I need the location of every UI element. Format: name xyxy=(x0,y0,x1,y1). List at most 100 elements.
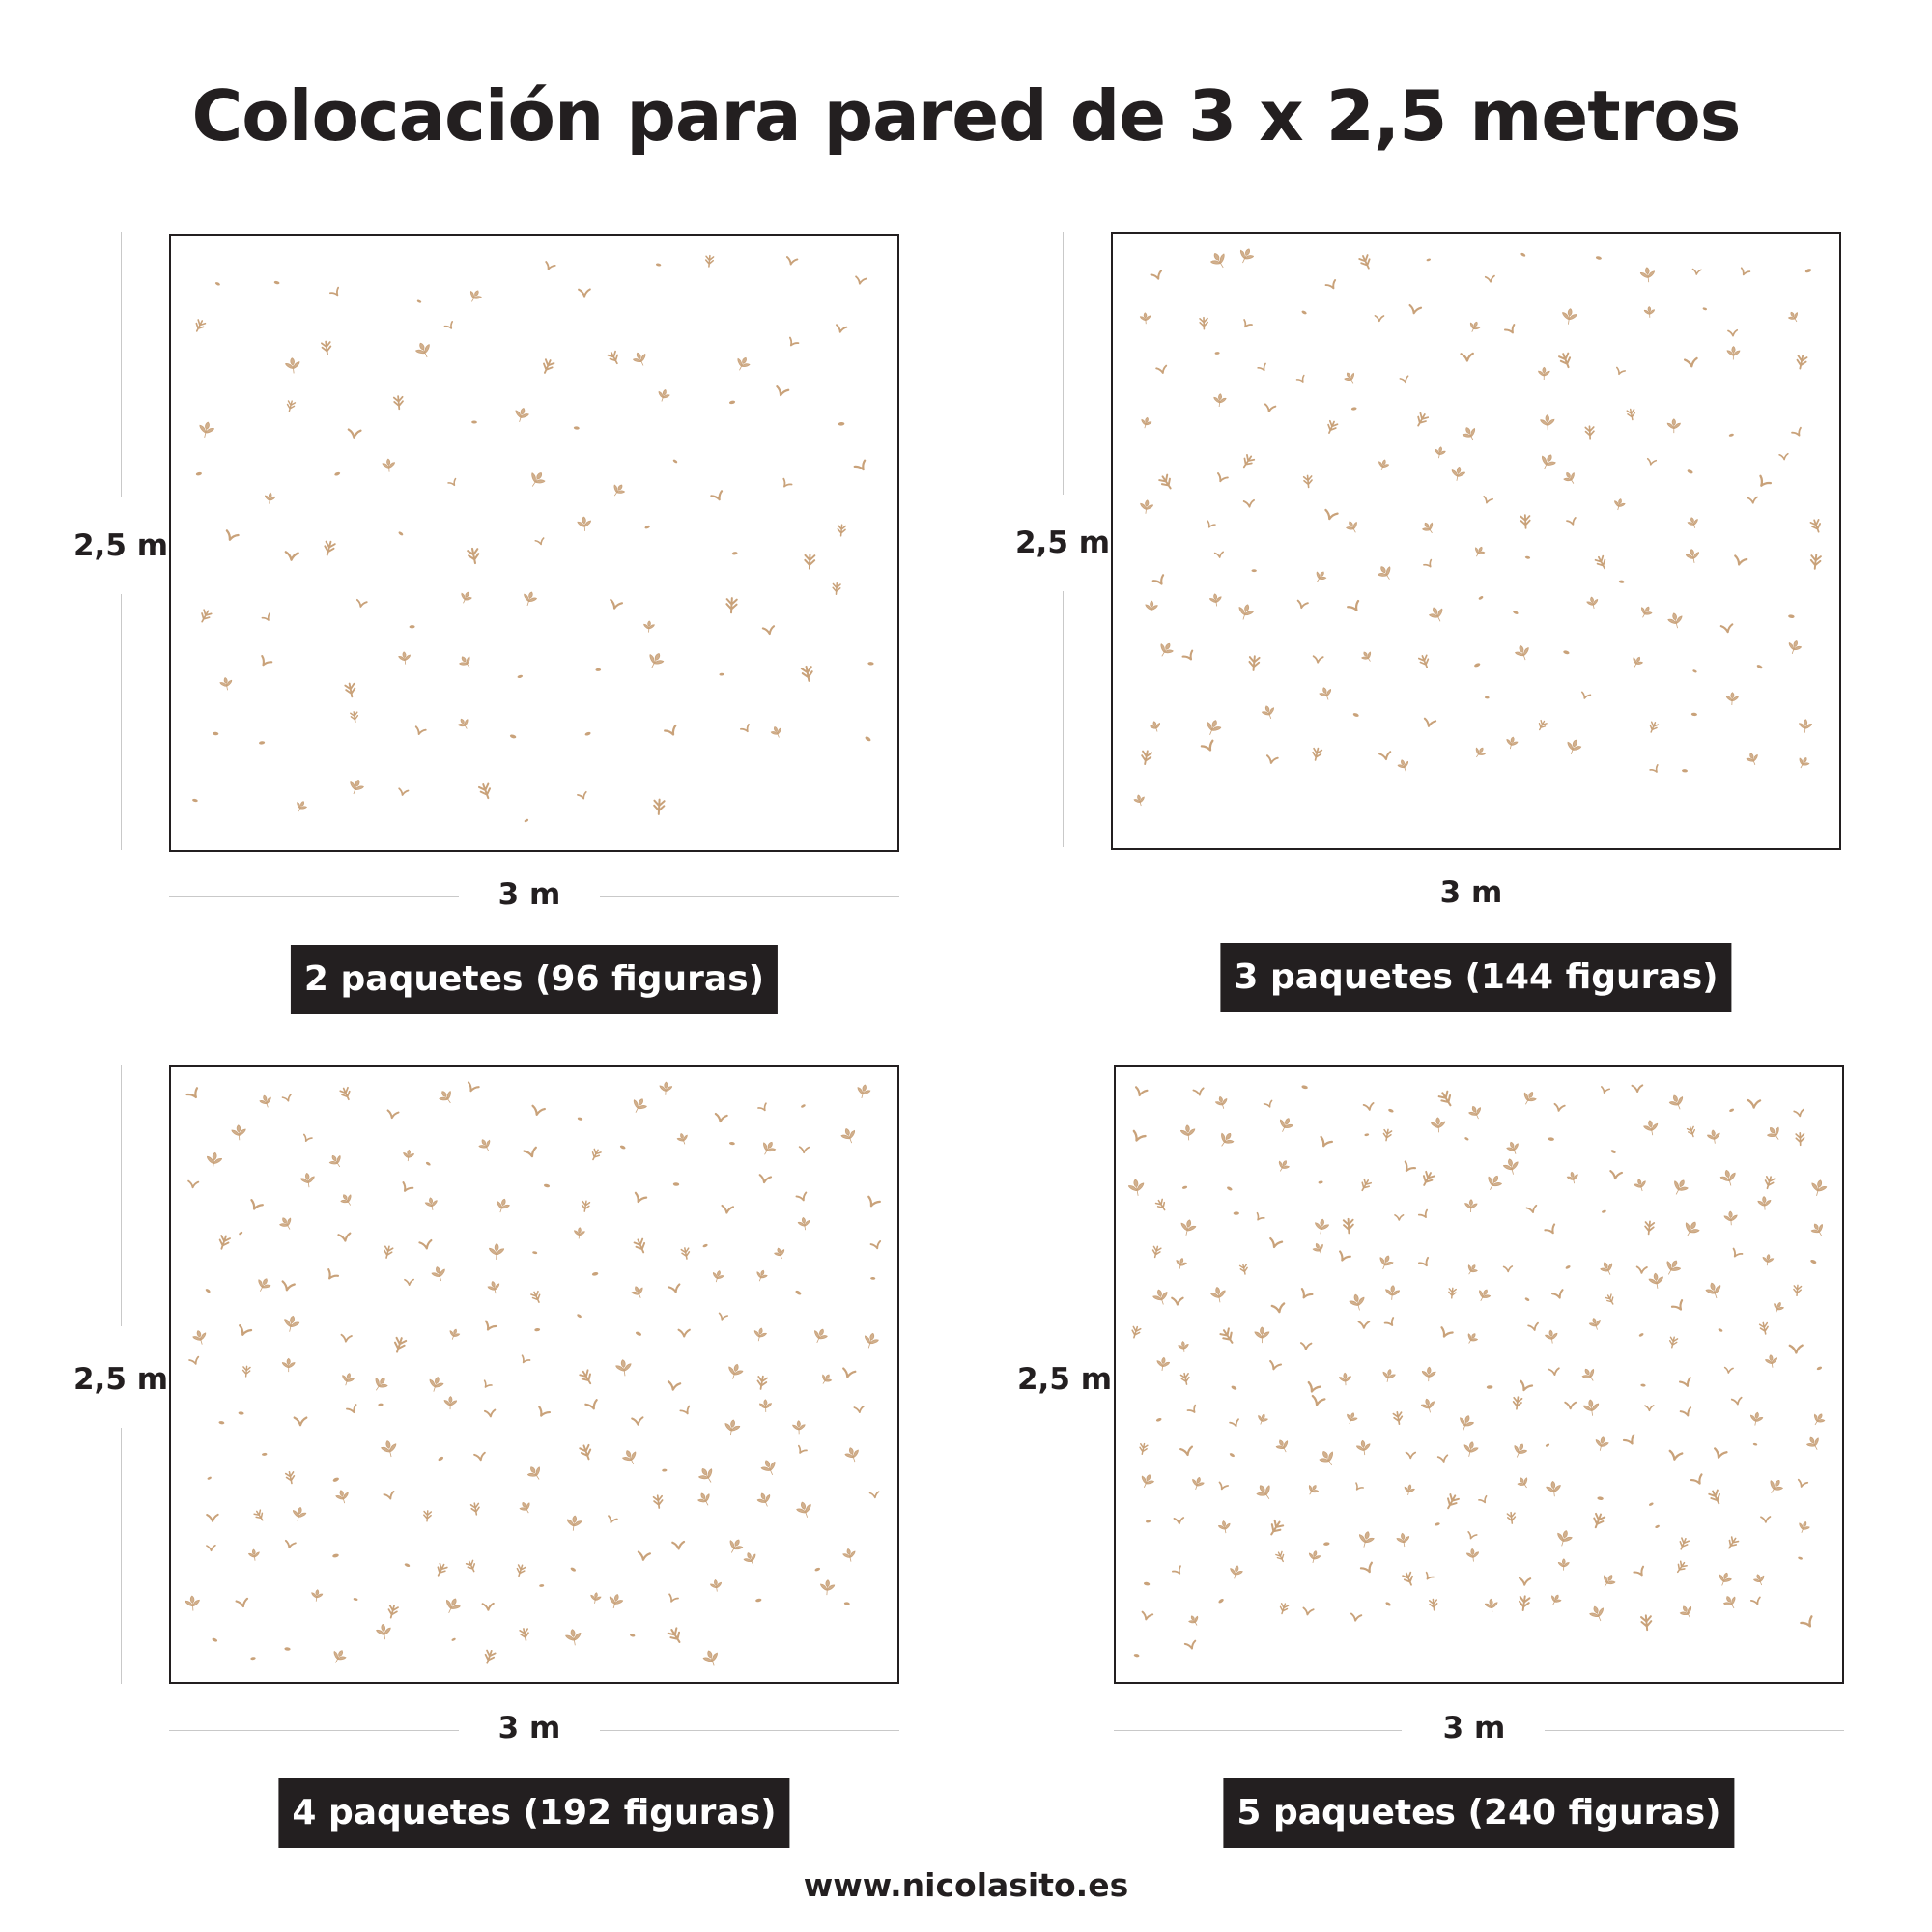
leaf-figure xyxy=(680,1247,691,1260)
leaf-figure xyxy=(1474,663,1481,668)
leaf-figure xyxy=(1186,1404,1197,1413)
leaf-figure xyxy=(1640,1383,1646,1387)
leaf-figure xyxy=(300,1172,315,1188)
leaf-figure xyxy=(1614,498,1626,511)
leaf-figure xyxy=(1417,412,1430,427)
leaf-figure xyxy=(1200,739,1214,752)
leaf-figure xyxy=(1622,1434,1635,1445)
leaf-figure xyxy=(484,1320,497,1331)
leaf-figure xyxy=(756,1375,768,1390)
leaf-figure xyxy=(631,1416,644,1426)
leaf-figure xyxy=(1734,554,1748,566)
leaf-figure xyxy=(1806,1436,1819,1450)
leaf-figure xyxy=(1263,1099,1273,1108)
leaf-figure xyxy=(446,1598,461,1613)
leaf-figure xyxy=(1239,248,1255,264)
leaf-figure xyxy=(1429,607,1443,622)
leaf-figure xyxy=(1595,1436,1609,1451)
leaf-figure xyxy=(1668,1449,1684,1461)
leaf-figure xyxy=(524,818,529,823)
leaf-figure xyxy=(1467,1531,1478,1540)
leaf-figure xyxy=(1538,719,1548,731)
leaf-figure xyxy=(1610,1150,1616,1153)
leaf-figure xyxy=(438,1456,444,1462)
leaf-figure xyxy=(1312,747,1323,761)
leaf-figure xyxy=(1451,466,1465,481)
leaf-figure xyxy=(840,1128,856,1144)
leaf-figure xyxy=(619,1145,626,1150)
leaf-figure xyxy=(1707,1129,1720,1144)
leaf-figure xyxy=(712,1270,724,1283)
leaf-figure xyxy=(613,484,626,497)
leaf-figure xyxy=(1475,546,1486,557)
leaf-figure xyxy=(386,1109,400,1120)
leaf-figure xyxy=(1421,1366,1436,1382)
leaf-figure xyxy=(530,1290,541,1303)
leaf-figure xyxy=(763,1141,777,1155)
leaf-figure xyxy=(1799,719,1812,733)
leaf-figure xyxy=(1213,393,1227,408)
leaf-figure xyxy=(1301,310,1307,315)
leaf-figure xyxy=(797,1444,808,1454)
leaf-figure xyxy=(1565,1265,1571,1269)
leaf-figure xyxy=(1723,1366,1734,1374)
leaf-figure xyxy=(1520,252,1526,257)
leaf-figure xyxy=(1809,518,1822,533)
leaf-figure xyxy=(531,1104,546,1116)
leaf-figure xyxy=(842,1548,856,1562)
leaf-figure xyxy=(333,1650,347,1663)
leaf-figure xyxy=(672,1182,680,1186)
leaf-figure xyxy=(565,1629,582,1646)
leaf-figure xyxy=(471,420,477,424)
leaf-pattern xyxy=(1127,1084,1828,1658)
leaf-figure xyxy=(398,651,411,665)
leaf-figure xyxy=(1269,1359,1283,1371)
leaf-figure xyxy=(1558,352,1572,369)
leaf-figure xyxy=(418,1238,433,1250)
leaf-figure xyxy=(404,1563,411,1568)
leaf-figure xyxy=(1378,751,1392,761)
leaf-figure xyxy=(387,1604,399,1619)
leaf-figure xyxy=(509,734,517,739)
leaf-figure xyxy=(1718,1328,1723,1332)
leaf-figure xyxy=(1261,705,1274,720)
leaf-figure xyxy=(1678,1377,1691,1387)
leaf-figure xyxy=(1318,1180,1323,1184)
leaf-figure xyxy=(467,547,480,565)
leaf-figure xyxy=(1633,1565,1645,1577)
leaf-figure xyxy=(1152,1289,1168,1305)
leaf-figure xyxy=(248,1548,260,1561)
leaf-figure xyxy=(1312,1242,1323,1255)
leaf-figure xyxy=(1512,1396,1523,1410)
leaf-figure xyxy=(205,1289,211,1293)
leaf-figure xyxy=(392,395,404,411)
leaf-figure xyxy=(1140,499,1153,514)
leaf-figure xyxy=(870,1277,876,1280)
layout-panel-5-packs: 2,5 m 3 m 5 paquetes (240 figuras) xyxy=(990,1065,1908,1877)
leaf-figure xyxy=(1683,356,1698,368)
leaf-figure xyxy=(1383,1317,1395,1326)
leaf-figure xyxy=(1296,599,1309,610)
leaf-figure xyxy=(1600,1262,1613,1275)
leaf-figure xyxy=(284,1539,297,1549)
leaf-figure xyxy=(1798,1556,1803,1560)
leaf-figure xyxy=(653,798,666,815)
leaf-figure xyxy=(1514,1443,1528,1458)
leaf-figure xyxy=(795,1191,808,1202)
leaf-figure xyxy=(1447,1493,1460,1510)
leaf-figure xyxy=(1219,1327,1234,1344)
leaf-figure xyxy=(792,1420,806,1435)
leaf-figure xyxy=(721,1204,735,1214)
leaf-figure xyxy=(192,1330,207,1345)
leaf-figure xyxy=(1593,1512,1606,1529)
leaf-figure xyxy=(1131,1325,1142,1339)
leaf-figure xyxy=(1146,1520,1151,1523)
leaf-figure xyxy=(347,428,362,439)
leaf-figure xyxy=(607,350,618,365)
leaf-figure xyxy=(404,1278,414,1286)
leaf-figure xyxy=(239,1232,243,1236)
leaf-figure xyxy=(1506,1141,1519,1154)
leaf-figure xyxy=(437,1562,448,1577)
leaf-figure xyxy=(1426,258,1432,262)
leaf-figure xyxy=(1764,1176,1776,1190)
